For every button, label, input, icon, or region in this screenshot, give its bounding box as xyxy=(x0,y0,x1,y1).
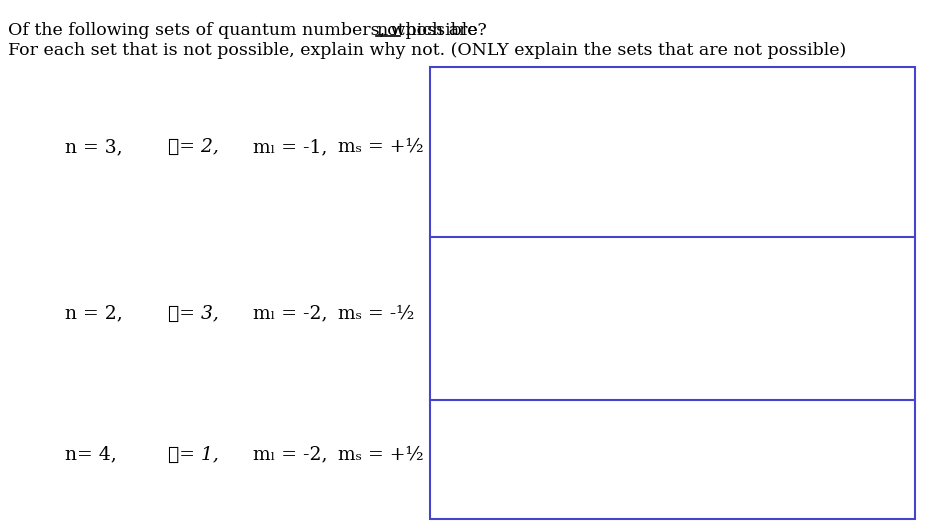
Text: mₗ = -1,: mₗ = -1, xyxy=(253,138,327,156)
Bar xyxy=(430,67,915,519)
Text: mₛ = -½: mₛ = -½ xyxy=(338,305,414,323)
Text: ℓ= 3,: ℓ= 3, xyxy=(168,305,219,323)
Text: mₛ = +½: mₛ = +½ xyxy=(338,138,424,156)
Text: ℓ= 1,: ℓ= 1, xyxy=(168,445,219,464)
Text: mₗ = -2,: mₗ = -2, xyxy=(253,445,327,464)
Text: mₗ = -2,: mₗ = -2, xyxy=(253,305,327,323)
Text: mₛ = +½: mₛ = +½ xyxy=(338,445,424,464)
Text: ℓ= 2,: ℓ= 2, xyxy=(168,138,219,156)
Text: not: not xyxy=(376,22,404,39)
Text: n = 3,: n = 3, xyxy=(65,138,123,156)
Text: n= 4,: n= 4, xyxy=(65,445,117,464)
Text: n = 2,: n = 2, xyxy=(65,305,123,323)
Text: Of the following sets of quantum numbers, which are: Of the following sets of quantum numbers… xyxy=(8,22,483,39)
Text: possible?: possible? xyxy=(400,22,487,39)
Text: For each set that is not possible, explain why not. (ONLY explain the sets that : For each set that is not possible, expla… xyxy=(8,42,846,59)
